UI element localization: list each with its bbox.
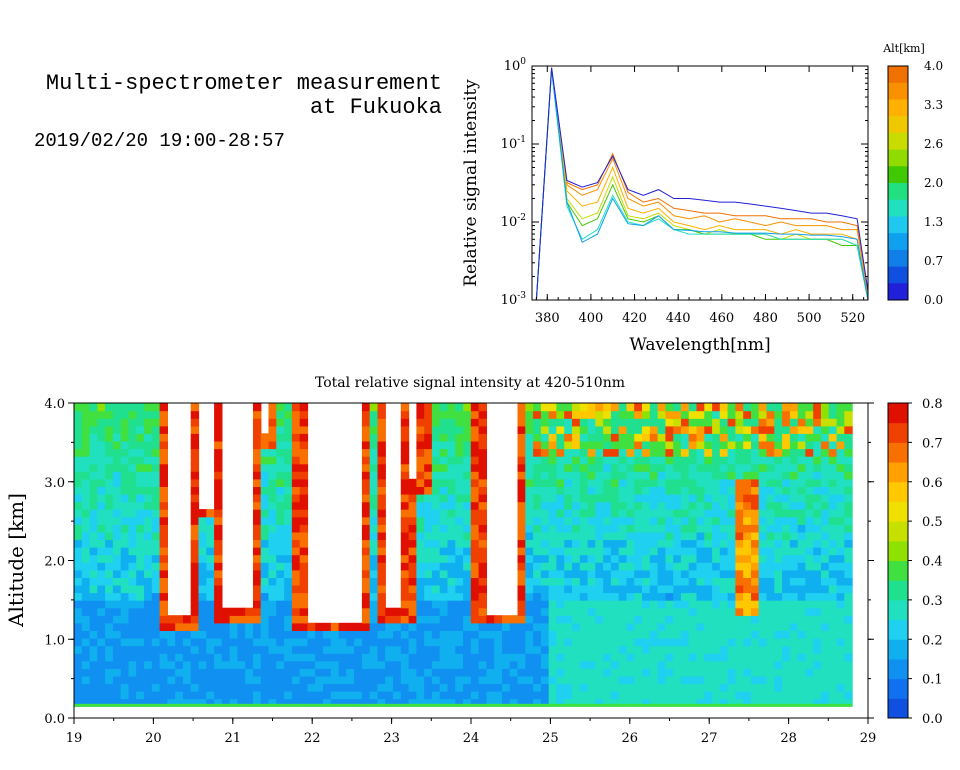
heatmap-colorbar-swatch [888, 580, 908, 601]
heatmap-title: Total relative signal intensity at 420-5… [315, 375, 625, 391]
spectrum-xtick-label: 500 [797, 311, 822, 326]
heatmap-colorbar-swatch [888, 481, 908, 502]
heatmap-colorbar-label: 0.8 [922, 397, 943, 412]
heatmap-colorbar-swatch [888, 698, 908, 719]
heatmap-ytick-label: 4.0 [44, 397, 65, 412]
alt-legend-frame [887, 65, 909, 301]
heatmap-colorbar-swatch [888, 442, 908, 463]
spectrum-xtick-label: 380 [535, 311, 560, 326]
spectrum-xlabel: Wavelength[nm] [629, 335, 770, 355]
alt-legend-swatch [888, 116, 908, 134]
alt-legend-label: 0.0 [924, 293, 943, 307]
alt-legend-swatch [888, 132, 908, 151]
heatmap-xtick-label: 23 [383, 731, 400, 746]
page-title: Multi-spectrometer measurement at Fukuok… [45, 71, 442, 120]
heatmap-ytick-label: 3.0 [44, 476, 65, 491]
title-block: Multi-spectrometer measurement at Fukuok… [12, 71, 442, 153]
heatmap-colorbar-swatch [888, 462, 908, 483]
heatmap-colorbar-label: 0.5 [922, 515, 943, 530]
spectrum-series-3 [535, 70, 869, 301]
heatmap-colorbar-swatch [888, 658, 908, 680]
spectrum-xtick-label: 520 [840, 311, 865, 326]
spectrum-chart: 380 400 420 440 460 480 500 52010-310-210-1100 … [461, 42, 943, 355]
spectrum-series-2 [535, 69, 869, 301]
heatmap-colorbar-swatch [888, 678, 908, 699]
spectrum-xtick-label: 440 [666, 311, 691, 326]
heatmap-colorbar-swatch [888, 639, 908, 660]
spectrum-series-6 [535, 68, 869, 301]
heatmap-ytick-label: 1.0 [44, 633, 65, 648]
ground-band [74, 703, 853, 707]
alt-legend-label: 2.0 [924, 176, 943, 190]
heatmap-xtick-label: 26 [622, 731, 639, 746]
heatmap-colorbar-label: 0.4 [922, 555, 943, 570]
heatmap-colorbar-label: 0.1 [922, 673, 943, 688]
alt-legend-swatch [888, 149, 908, 167]
heatmap-chart: Total relative signal intensity at 420-5… [4, 375, 943, 746]
heatmap-ytick-label: 0.0 [44, 712, 65, 727]
alt-legend-swatch [888, 266, 908, 284]
heatmap-colorbar-swatch [888, 501, 908, 522]
alt-legend-swatch [888, 66, 908, 84]
alt-legend-label: 0.7 [924, 254, 943, 268]
heatmap-xtick-label: 25 [542, 731, 559, 746]
alt-legend-swatch [888, 183, 908, 201]
heatmap-colorbar-label: 0.2 [922, 633, 943, 648]
spectrum-series-7 [535, 67, 869, 301]
heatmap-xtick-label: 27 [701, 731, 718, 746]
heatmap-colorbar-label: 0.7 [922, 436, 943, 451]
heatmap-xtick-label: 21 [225, 731, 242, 746]
heatmap-colorbar-swatch [888, 540, 908, 561]
alt-legend-swatch [888, 99, 908, 117]
heatmap-colorbar-swatch [888, 619, 908, 640]
heatmap-colorbar-swatch [888, 403, 908, 424]
measurement-period: 2019/02/20 19:00-28:57 [34, 130, 285, 152]
spectrum-series-4 [535, 69, 869, 301]
alt-legend-title: Alt[km] [882, 42, 925, 55]
alt-legend-swatch [888, 283, 908, 301]
spectrum-series-0 [535, 67, 869, 301]
spectrum-xtick-label: 420 [622, 311, 647, 326]
spectrum-ytick-label: 10-3 [501, 291, 527, 308]
alt-legend-label: 1.3 [924, 215, 943, 229]
heatmap-xtick-label: 29 [860, 731, 877, 746]
alt-legend-swatch [888, 166, 908, 184]
spectrum-xtick-label: 460 [709, 311, 734, 326]
alt-legend-swatch [888, 233, 908, 251]
alt-legend-swatch [888, 216, 908, 234]
heatmap-xtick-label: 24 [463, 731, 480, 746]
spectrum-xtick-label: 480 [753, 311, 778, 326]
heatmap-xtick-label: 22 [304, 731, 321, 746]
heatmap-xtick-label: 28 [780, 731, 797, 746]
alt-legend-swatch [888, 199, 908, 217]
spectrum-ytick-label: 10-2 [501, 213, 526, 230]
heatmap-ytick-label: 2.0 [44, 555, 65, 570]
spectrum-ytick-label: 100 [504, 57, 527, 74]
spectrum-series-5 [535, 69, 869, 301]
heatmap-xtick-label: 20 [145, 731, 162, 746]
heatmap-colorbar-label: 0.6 [922, 476, 943, 491]
alt-legend-swatch [888, 82, 908, 100]
heatmap-colorbar-swatch [888, 521, 908, 542]
heatmap-ylabel: Altitude [km] [4, 493, 28, 628]
heatmap-colorbar-swatch [888, 560, 908, 581]
heatmap-xtick-label: 19 [66, 731, 83, 746]
alt-legend-swatch [888, 249, 908, 268]
spectrum-ylabel: Relative signal intensity [461, 79, 481, 287]
alt-legend-label: 2.6 [924, 137, 943, 151]
spectrum-xtick-label: 400 [578, 311, 603, 326]
alt-legend-label: 3.3 [924, 98, 943, 112]
spectrum-series-1 [535, 68, 869, 301]
heatmap-colorbar-label: 0.3 [922, 594, 943, 609]
heatmap-colorbar-label: 0.0 [922, 712, 943, 727]
alt-legend-label: 4.0 [924, 59, 943, 73]
heatmap-colorbar-swatch [888, 599, 908, 621]
spectrum-ytick-label: 10-1 [501, 135, 526, 152]
heatmap-colorbar-swatch [888, 422, 908, 443]
